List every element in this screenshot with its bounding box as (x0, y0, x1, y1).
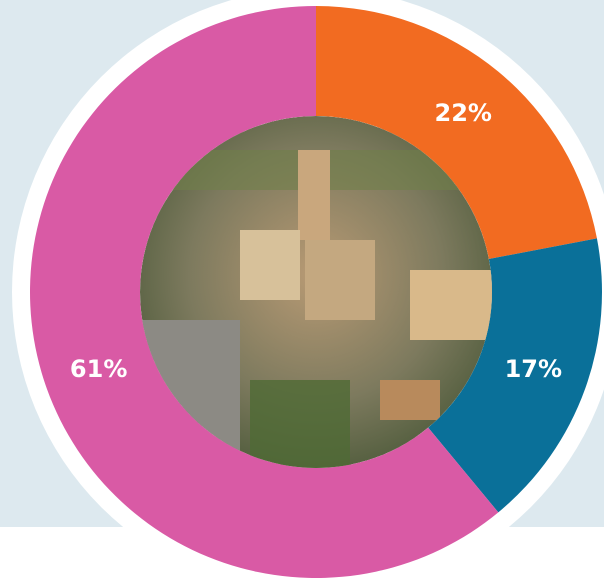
slice (428, 238, 602, 513)
value-label: 22% (435, 99, 492, 127)
slice (316, 6, 597, 260)
slice (29, 6, 499, 578)
slices (29, 6, 602, 578)
value-label: 61% (70, 355, 127, 383)
value-label: 17% (505, 355, 562, 383)
